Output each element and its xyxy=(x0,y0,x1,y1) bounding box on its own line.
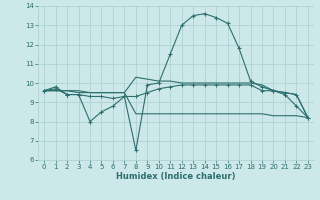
X-axis label: Humidex (Indice chaleur): Humidex (Indice chaleur) xyxy=(116,172,236,181)
